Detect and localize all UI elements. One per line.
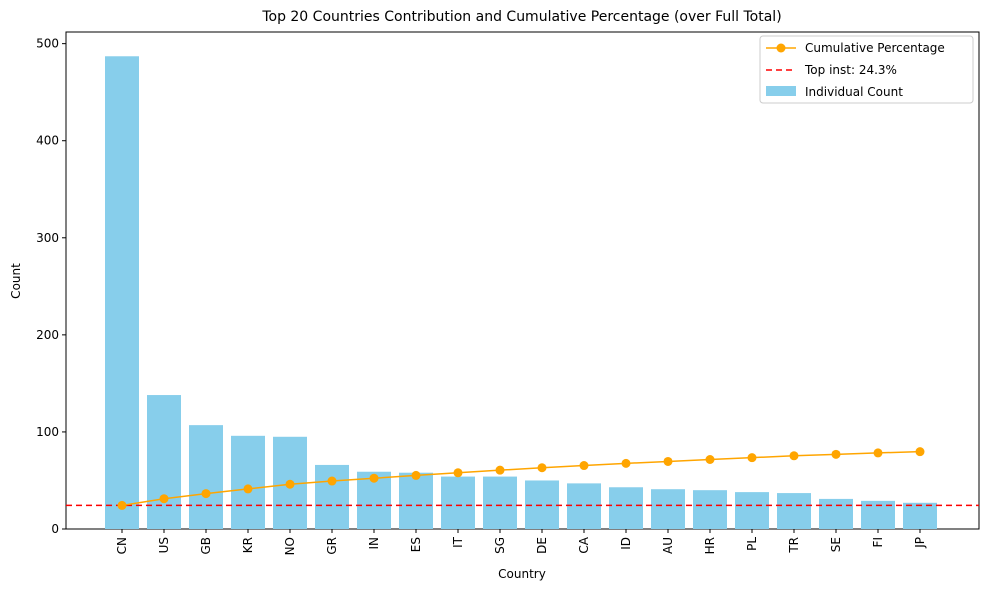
bar-pl [735,492,769,529]
x-tick-label-id: ID [619,537,633,550]
cumulative-point-es [411,470,421,480]
cumulative-point-pl [747,453,757,463]
x-tick-label-ca: CA [577,536,591,553]
x-tick-label-se: SE [829,537,843,552]
bar-ca [567,483,601,529]
y-axis: 0 100 200 300 400 500 [36,37,66,536]
legend-entry-bars: Individual Count [766,85,903,99]
cumulative-line-group [117,447,925,510]
cumulative-point-au [663,456,673,466]
cumulative-point-se [831,449,841,459]
x-tick-label-au: AU [661,537,675,554]
bar-gr [315,464,349,529]
cumulative-point-jp [915,447,925,457]
cumulative-point-it [453,468,463,478]
y-tick-label: 0 [51,522,59,536]
cumulative-point-id [621,458,631,468]
bar-jp [903,502,937,529]
y-axis-label: Count [9,263,23,299]
bar-gb [189,425,223,529]
bar-us [147,395,181,529]
cumulative-line [121,450,921,507]
cumulative-point-de [537,463,547,473]
legend-cumulative-marker [776,43,786,53]
bar-cn [105,56,139,529]
cumulative-point-gr [327,476,337,486]
y-tick-label: 400 [36,134,59,148]
x-tick-label-kr: KR [241,537,255,553]
bar-hr [693,490,727,529]
bar-sg [483,476,517,529]
x-tick-label-gb: GB [199,537,213,555]
cumulative-point-sg [495,465,505,475]
cumulative-point-tr [789,451,799,461]
x-tick-label-es: ES [409,537,423,552]
cumulative-point-us [159,494,169,504]
x-tick-label-no: NO [283,537,297,555]
legend-bar-swatch [766,86,796,96]
legend-entry-cumulative: Cumulative Percentage [766,41,945,55]
bar-it [441,476,475,529]
x-tick-label-tr: TR [787,537,801,554]
cumulative-point-in [369,473,379,483]
legend-bar-label: Individual Count [805,85,903,99]
cumulative-point-ca [579,461,589,471]
x-tick-label-us: US [157,537,171,553]
y-tick-label: 300 [36,231,59,245]
x-tick-label-cn: CN [115,537,129,554]
y-tick-label: 500 [36,37,59,51]
x-axis-label: Country [498,567,546,581]
chart-title: Top 20 Countries Contribution and Cumula… [261,9,781,25]
x-axis: CN US GB KR NO GR IN ES IT SG DE CA ID AU HR PL TR SE FI JP [115,529,927,555]
x-tick-label-fi: FI [871,537,885,547]
x-tick-label-in: IN [367,537,381,550]
bar-se [819,498,853,529]
bar-kr [231,435,265,529]
cumulative-point-cn [117,500,127,510]
x-tick-label-jp: JP [913,537,927,549]
bar-es [399,472,433,529]
legend-entry-reference: Top inst: 24.3% [766,63,897,77]
x-tick-label-de: DE [535,537,549,554]
x-tick-label-hr: HR [703,537,717,554]
legend-frame [759,35,974,104]
x-tick-label-gr: GR [325,537,339,555]
bars-group [105,56,937,529]
cumulative-point-kr [243,484,253,494]
bar-tr [777,493,811,529]
legend-cumulative-label: Cumulative Percentage [805,41,945,55]
legend: Cumulative Percentage Top inst: 24.3% In… [759,35,974,104]
y-tick-label: 200 [36,328,59,342]
cumulative-point-no [285,479,295,489]
cumulative-point-gb [201,489,211,499]
x-tick-label-sg: SG [493,537,507,554]
plot-frame [65,31,980,530]
x-tick-label-pl: PL [745,537,759,551]
cumulative-point-hr [705,454,715,464]
cumulative-point-fi [873,448,883,458]
x-tick-label-it: IT [451,536,465,548]
bar-au [651,489,685,529]
y-tick-label: 100 [36,425,59,439]
legend-reference-label: Top inst: 24.3% [804,63,897,77]
bar-id [609,487,643,529]
